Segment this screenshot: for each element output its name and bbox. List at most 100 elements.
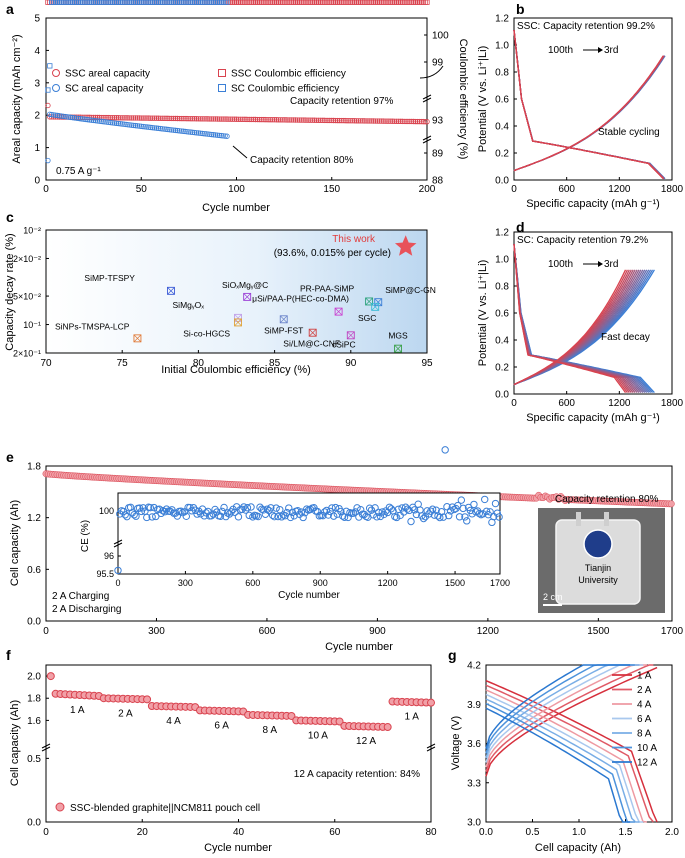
ssc-capacity-point xyxy=(376,118,383,124)
ssc-capacity-point xyxy=(315,117,322,123)
ssc-capacity-point xyxy=(212,116,219,122)
sc-capacity-point xyxy=(193,130,200,136)
y-tick-label: 1.2 xyxy=(495,228,509,239)
sc-capacity-point xyxy=(98,118,104,125)
inset-ce-point xyxy=(365,504,374,512)
inset-ce-point xyxy=(493,509,502,517)
y2-tick-label: 100 xyxy=(432,31,449,42)
ssc-capacity-point xyxy=(292,117,299,123)
ssc-capacity-point xyxy=(416,118,423,125)
ssc-capacity-point xyxy=(109,114,116,121)
data-point xyxy=(243,292,252,301)
inset-ce-point xyxy=(475,509,484,518)
sc-capacity-point xyxy=(165,126,171,133)
sc-capacity-point xyxy=(142,124,148,130)
axis-break xyxy=(422,94,432,103)
plot-frame xyxy=(45,465,673,622)
inset-ce-point xyxy=(272,504,280,512)
ssc-ce-point xyxy=(424,0,430,5)
capacity-point xyxy=(46,672,55,681)
sc-capacity-point xyxy=(209,131,215,138)
inset-ce-point xyxy=(353,504,361,512)
y-tick-label: 2×10⁻¹ xyxy=(13,349,41,359)
inset-ce-point xyxy=(243,504,252,512)
ssc-capacity-point xyxy=(321,117,327,124)
inset-ce-point xyxy=(114,566,122,575)
this-work-star xyxy=(394,235,417,256)
inset-ce-point xyxy=(276,505,284,514)
discharge-curve xyxy=(513,30,665,180)
discharge-curve xyxy=(485,693,644,823)
panel-letter: f xyxy=(6,647,11,663)
ssc-capacity-point xyxy=(313,117,320,123)
legend-label: 2 A xyxy=(637,685,652,696)
chart-title: SC: Capacity retention 79.2% xyxy=(517,235,648,246)
sc-capacity-point xyxy=(113,120,120,126)
y2-tick-label: 99 xyxy=(432,58,444,69)
discharge-curve xyxy=(513,30,666,180)
charge-curve xyxy=(513,55,666,172)
inset-ce-point xyxy=(121,511,129,519)
sc-capacity-point xyxy=(140,123,146,130)
point-label: μSi/PAA-P(HEC-co-DMA) xyxy=(252,294,349,304)
x-tick-label: 1800 xyxy=(661,184,684,195)
ssc-capacity-point xyxy=(363,118,369,124)
y-tick-label: 0.6 xyxy=(27,565,41,576)
inset-ce-point xyxy=(387,505,395,513)
inset-ce-point xyxy=(457,496,466,504)
sc-capacity-point xyxy=(77,115,83,122)
legend-label: 6 A xyxy=(637,714,652,725)
y-tick-label: 0.6 xyxy=(495,95,509,106)
x-tick-label: 200 xyxy=(419,184,436,195)
y-tick-label: 4.2 xyxy=(467,661,481,672)
rate-label: 1 A xyxy=(70,705,85,716)
inset-ce-point xyxy=(445,511,453,520)
ssc-capacity-point xyxy=(300,117,306,123)
y-tick-label: 0 xyxy=(34,176,40,187)
inset-ce-point xyxy=(410,506,419,514)
ssc-capacity-point xyxy=(119,115,125,121)
data-point xyxy=(234,313,242,322)
sc-capacity-point xyxy=(153,125,160,131)
ssc-capacity-point xyxy=(279,117,285,123)
ssc-capacity-point xyxy=(384,118,390,124)
sc-capacity-point xyxy=(188,129,194,135)
sc-capacity-point xyxy=(197,130,204,136)
charge-curve xyxy=(485,664,631,749)
ssc-capacity-point xyxy=(395,118,402,125)
ssc-capacity-point xyxy=(149,115,156,121)
ssc-capacity-point xyxy=(344,117,350,124)
ssc-capacity-point xyxy=(155,115,162,121)
ssc-capacity-point xyxy=(249,116,255,123)
sc-capacity-point xyxy=(129,122,135,128)
y-tick-label: 10⁻¹ xyxy=(23,320,41,330)
charge-curve xyxy=(513,269,634,386)
ssc-capacity-point xyxy=(388,118,394,124)
photo-text: University xyxy=(578,575,618,585)
sc-capacity-point xyxy=(111,120,118,126)
ssc-capacity-point xyxy=(197,116,204,122)
x-tick-label: 1200 xyxy=(477,626,500,637)
sc-capacity-point xyxy=(161,126,167,132)
x-axis-title: Cell capacity (Ah) xyxy=(535,842,621,854)
inset-ce-point xyxy=(486,508,494,516)
ssc-capacity-point xyxy=(228,116,234,122)
inset-ce-point xyxy=(286,513,295,522)
chart-title: SSC: Capacity retention 99.2% xyxy=(517,21,655,32)
legend-marker xyxy=(52,84,60,92)
discharge-curve xyxy=(513,244,646,394)
y-tick-label: 5×10⁻² xyxy=(13,292,41,302)
annotation-arrow xyxy=(419,65,444,79)
inset-ce-point xyxy=(349,509,358,517)
sc-capacity-point xyxy=(138,123,144,130)
plot-frame xyxy=(513,17,673,181)
inset-ce-point xyxy=(495,513,503,521)
sc-capacity-point xyxy=(203,131,209,137)
ssc-capacity-point xyxy=(199,116,205,122)
sc-capacity-point xyxy=(163,126,169,132)
ssc-capacity-point xyxy=(378,118,384,124)
data-point-cross xyxy=(234,318,242,327)
discharge-curve xyxy=(485,680,658,823)
ssc-capacity-point xyxy=(287,117,293,123)
inset-x-tick-label: 300 xyxy=(178,578,193,588)
